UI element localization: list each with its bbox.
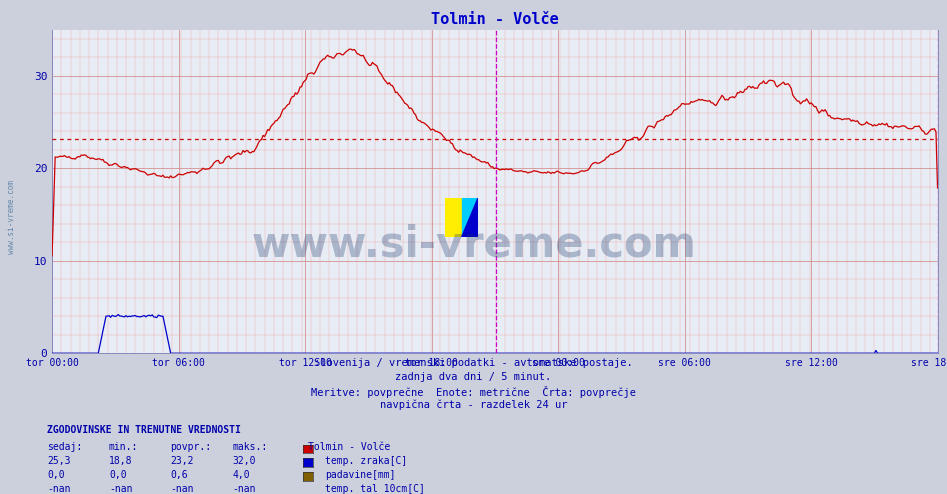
Text: maks.:: maks.: [232,442,267,452]
Text: 4,0: 4,0 [232,470,250,480]
Text: Meritve: povprečne  Enote: metrične  Črta: povprečje: Meritve: povprečne Enote: metrične Črta:… [311,386,636,398]
Title: Tolmin - Volče: Tolmin - Volče [431,12,559,27]
Text: Tolmin - Volče: Tolmin - Volče [308,442,390,452]
Text: povpr.:: povpr.: [170,442,211,452]
Text: temp. zraka[C]: temp. zraka[C] [325,456,407,466]
Text: -nan: -nan [170,484,194,494]
Text: www.si-vreme.com: www.si-vreme.com [7,180,16,254]
Text: 32,0: 32,0 [232,456,256,466]
Text: min.:: min.: [109,442,138,452]
Polygon shape [462,198,478,237]
Text: www.si-vreme.com: www.si-vreme.com [251,223,696,266]
Text: navpična črta - razdelek 24 ur: navpična črta - razdelek 24 ur [380,400,567,410]
Text: ZGODOVINSKE IN TRENUTNE VREDNOSTI: ZGODOVINSKE IN TRENUTNE VREDNOSTI [47,425,241,435]
Text: 0,0: 0,0 [47,470,65,480]
Text: 18,8: 18,8 [109,456,133,466]
Text: padavine[mm]: padavine[mm] [325,470,395,480]
Text: zadnja dva dni / 5 minut.: zadnja dva dni / 5 minut. [396,372,551,382]
Text: temp. tal 10cm[C]: temp. tal 10cm[C] [325,484,424,494]
Bar [445,198,462,237]
Text: Slovenija / vremenski podatki - avtomatske postaje.: Slovenija / vremenski podatki - avtomats… [314,358,633,368]
Text: -nan: -nan [47,484,71,494]
Text: -nan: -nan [109,484,133,494]
Text: 25,3: 25,3 [47,456,71,466]
Text: 0,6: 0,6 [170,470,188,480]
Text: sedaj:: sedaj: [47,442,82,452]
Polygon shape [462,198,478,237]
Text: -nan: -nan [232,484,256,494]
Text: 23,2: 23,2 [170,456,194,466]
Text: 0,0: 0,0 [109,470,127,480]
